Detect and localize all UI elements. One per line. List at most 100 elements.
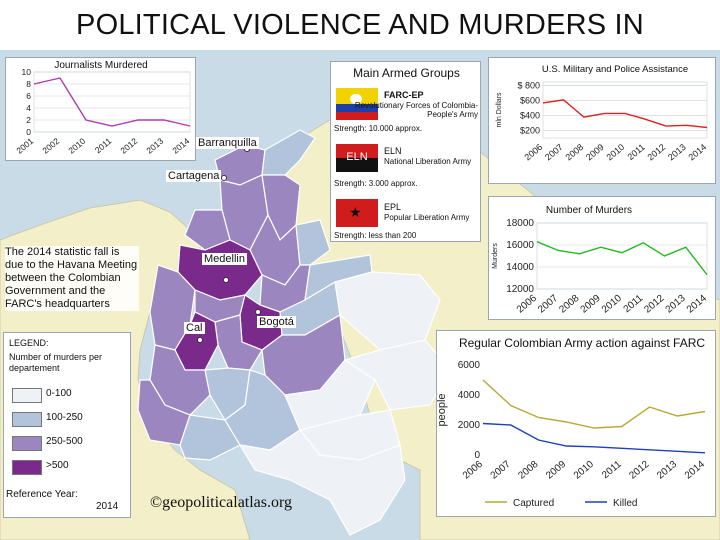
reference-label: Reference Year: [6,489,78,500]
x-tick-label: 2014 [687,142,709,163]
legend-subtitle: Number of murders per departement [9,352,103,373]
eln-flag: ELN [336,144,378,172]
series-line [536,241,708,276]
legend-swatch [12,388,42,403]
cali-marker [197,337,203,343]
legend-swatch [12,412,42,427]
x-tick-label: 2014 [170,136,191,156]
eln-name: National Liberation Army [384,157,472,166]
departments [137,129,451,536]
x-tick-label: 2007 [543,142,565,163]
x-tick-label: 2007 [536,293,560,316]
eln-strength: Strength: 3.000 approx. [334,179,418,188]
x-tick-label: 2010 [572,459,596,482]
murders-chart: Number of Murders18000160001400012000200… [492,205,709,316]
legend-swatch [12,436,42,451]
y-tick-label: 0 [26,127,31,137]
x-tick-label: 2010 [605,142,627,163]
reference-year: 2014 [96,501,119,512]
y-tick-label: $400 [520,111,540,121]
x-tick-label: 2008 [557,293,581,316]
legend-label: Killed [613,498,637,509]
y-tick-label: 6 [26,91,31,101]
chart-title: Journalists Murdered [54,60,147,71]
farc-abbr: FARC-EP [384,90,424,100]
y-tick-label: 4000 [458,390,481,401]
x-tick-label: 2001 [14,136,35,156]
x-tick-label: 2013 [664,293,688,316]
y-tick-label: 12000 [506,284,534,295]
city-label-medellin: Medellin [202,253,247,265]
series-line [542,99,708,129]
legend-label: 100-250 [46,412,83,423]
city-label-bogota: Bogotá [257,316,296,328]
eln-abbr: ELN [384,146,402,156]
x-tick-label: 2011 [600,459,624,482]
x-tick-label: 2002 [40,136,61,156]
chart-title: Regular Colombian Army action against FA… [459,336,705,350]
legend-label: >500 [46,460,69,471]
armed-groups-title: Main Armed Groups [353,66,460,80]
x-tick-label: 2006 [515,293,539,316]
x-tick-label: 2011 [622,293,646,316]
us-assistance-chart-panel: U.S. Military and Police Assistance $ 800… [488,57,716,184]
x-tick-label: 2014 [685,293,709,316]
x-tick-label: 2010 [66,136,87,156]
plot-frame [542,81,708,139]
y-tick-label: 4 [26,103,31,113]
y-tick-label: $200 [520,126,540,136]
y-tick-label: $600 [520,96,540,106]
havana-note: The 2014 statistic fall is due to the Ha… [5,246,139,311]
dept-amazonas [238,429,406,536]
y-tick-label: 14000 [506,262,534,273]
x-tick-label: 2006 [523,142,545,163]
y-axis-label: mln Dollars [496,92,503,128]
dept-tolima [214,314,263,371]
x-tick-label: 2009 [544,459,568,482]
y-tick-label: 10 [22,67,32,77]
plot-frame [33,71,191,133]
farc-name: Revolutionary Forces of Colombia-People'… [354,101,478,119]
eln-flag-text: ELN [346,151,368,163]
y-tick-label: 2000 [458,420,481,431]
legend-panel: LEGEND: Number of murders per departemen… [3,332,131,518]
y-tick-label: 18000 [506,218,534,229]
y-tick-label: 2 [26,115,31,125]
y-tick-label: 16000 [506,240,534,251]
y-tick-label: 8 [26,79,31,89]
y-tick-label: $ 800 [517,81,540,91]
x-tick-label: 2013 [144,136,165,156]
x-tick-label: 2008 [516,459,540,482]
credit-text: ©geopoliticalatlas.org [150,494,293,511]
journalists-chart: Journalists Murdered 0 2 4 6 8 10 2001 2002 2010 2… [14,60,191,156]
x-tick-label: 2006 [461,459,485,482]
x-tick-label: 2009 [584,142,606,163]
legend-label: Captured [513,498,554,509]
epl-strength: Strength: less than 200 [334,231,417,240]
farc-flag [336,88,378,120]
series-line [482,379,706,429]
x-tick-label: 2014 [683,459,707,482]
x-tick-label: 2007 [489,459,513,482]
x-tick-label: 2013 [655,459,679,482]
dept-vichada [334,271,441,351]
legend-label: 250-500 [46,436,83,447]
cartagena-marker [221,175,227,181]
army-action-chart-panel: Regular Colombian Army action against FA… [436,330,716,517]
x-tick-label: 2009 [579,293,603,316]
epl-star-icon: ★ [349,204,362,220]
x-tick-label: 2012 [646,142,668,163]
epl-flag: ★ [336,199,378,227]
x-tick-label: 2012 [627,459,651,482]
army-action-chart: Regular Colombian Army action against FA… [436,336,707,509]
city-label-cali: Cal [184,322,205,334]
x-tick-label: 2012 [642,293,666,316]
x-tick-label: 2010 [600,293,624,316]
medellin-marker [223,277,229,283]
x-tick-label: 2011 [626,142,647,162]
farc-emblem-icon [350,94,362,104]
journalists-chart-panel: Journalists Murdered 0 2 4 6 8 10 2001 2002 2010 2… [5,57,196,161]
city-markers [197,146,261,343]
epl-name: Popular Liberation Army [384,213,470,222]
armed-groups-panel: Main Armed Groups FARC-EP Revolutionary … [330,61,481,242]
